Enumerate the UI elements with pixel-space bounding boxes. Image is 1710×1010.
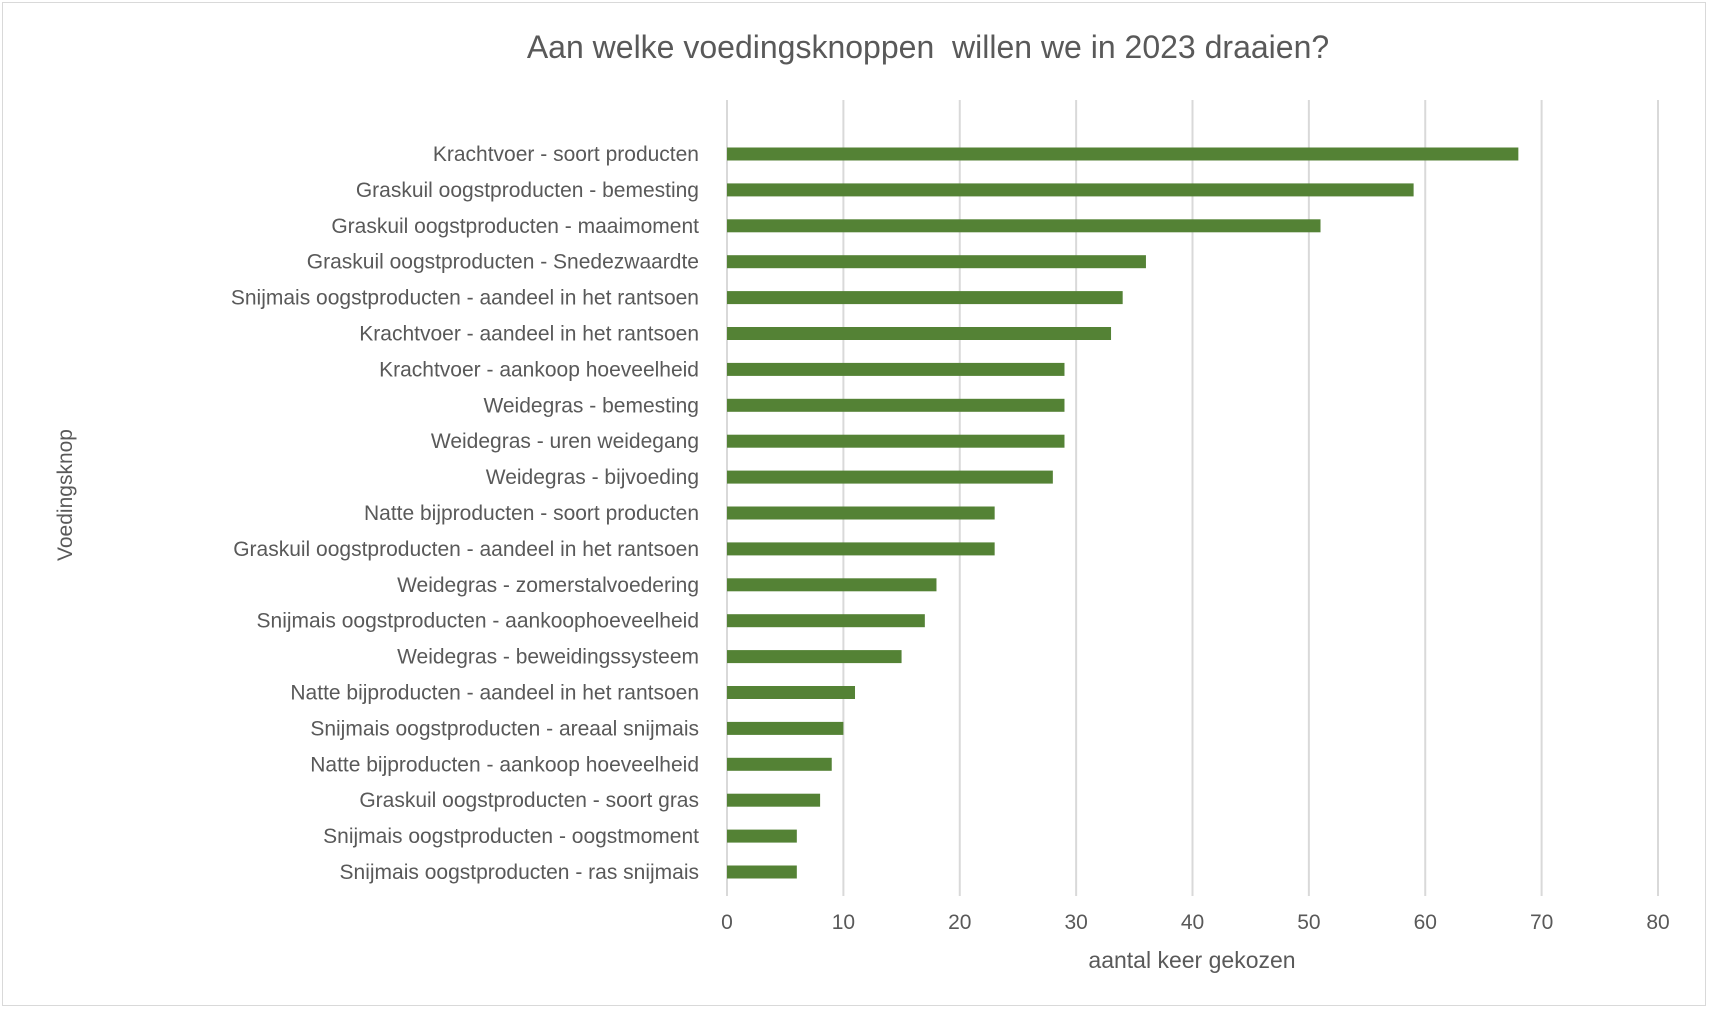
category-label: Snijmais oogstproducten - aankoophoeveel… (257, 610, 699, 633)
bar (727, 255, 1146, 269)
category-label: Krachtvoer - aankoop hoeveelheid (379, 358, 699, 381)
x-tick-label: 80 (1646, 911, 1669, 934)
category-label: Weidegras - bijvoeding (486, 466, 699, 489)
bar (727, 650, 902, 664)
bar (727, 398, 1065, 412)
bar (727, 327, 1112, 340)
bar (727, 829, 797, 843)
bar (727, 147, 1519, 161)
category-label: Weidegras - bemesting (483, 394, 699, 417)
category-label: Weidegras - uren weidegang (431, 430, 699, 453)
x-tick-label: 20 (948, 911, 971, 934)
category-label: Natte bijproducten - soort producten (364, 502, 699, 525)
x-tick-label: 50 (1297, 911, 1320, 934)
x-tick-label: 0 (721, 911, 733, 934)
bar (727, 793, 821, 807)
x-tick-label: 60 (1414, 911, 1437, 934)
bar (727, 542, 995, 556)
bar (727, 291, 1123, 305)
category-label: Graskuil oogstproducten - aandeel in het… (233, 538, 699, 561)
bar (727, 865, 797, 879)
bar (727, 434, 1065, 448)
bar (727, 362, 1065, 376)
bar (727, 614, 925, 628)
category-label: Krachtvoer - aandeel in het rantsoen (359, 323, 699, 346)
bar (727, 219, 1321, 233)
y-axis-label: Voedingsknop (54, 429, 77, 561)
category-label: Snijmais oogstproducten - ras snijmais (340, 861, 699, 884)
x-tick-label: 10 (832, 911, 855, 934)
category-label: Natte bijproducten - aandeel in het rant… (290, 682, 699, 705)
x-axis-label: aantal keer gekozen (1088, 947, 1295, 973)
category-label: Snijmais oogstproducten - areaal snijmai… (310, 717, 699, 740)
category-label: Snijmais oogstproducten - oogstmoment (323, 825, 699, 848)
bar (727, 506, 995, 520)
category-label: Krachtvoer - soort producten (433, 143, 699, 166)
x-tick-label: 30 (1064, 911, 1087, 934)
category-label: Graskuil oogstproducten - soort gras (359, 789, 699, 812)
x-tick-label: 40 (1181, 911, 1204, 934)
bar (727, 183, 1414, 197)
bar (727, 578, 937, 592)
x-tick-label: 70 (1530, 911, 1553, 934)
category-label: Weidegras - beweidingssysteem (397, 646, 699, 669)
category-label: Natte bijproducten - aankoop hoeveelheid (310, 753, 699, 776)
bar (727, 757, 832, 771)
bar (727, 470, 1053, 484)
category-label: Graskuil oogstproducten - Snedezwaardte (307, 251, 699, 274)
category-label: Weidegras - zomerstalvoedering (397, 574, 699, 597)
bar (727, 686, 856, 699)
category-label: Snijmais oogstproducten - aandeel in het… (231, 287, 699, 310)
category-label: Graskuil oogstproducten - bemesting (356, 179, 699, 202)
bar (727, 721, 844, 735)
chart-title: Aan welke voedingsknoppen willen we in 2… (527, 29, 1329, 65)
category-label: Graskuil oogstproducten - maaimoment (331, 215, 699, 238)
